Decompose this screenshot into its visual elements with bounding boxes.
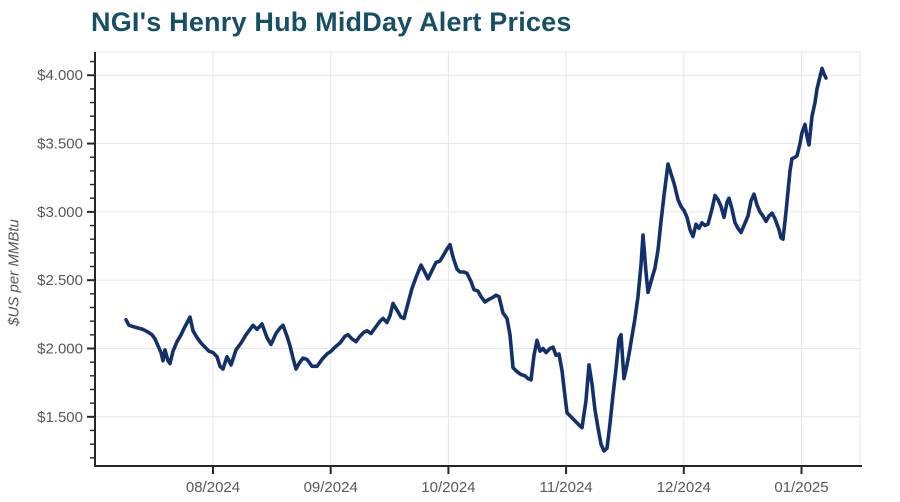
y-ticks (87, 60, 95, 459)
y-tick-labels: $1.500 $2.000 $2.500 $3.000 $3.500 $4.000 (37, 67, 83, 426)
x-tick-label: 01/2025 (774, 479, 828, 496)
y-tick-label: $2.500 (37, 272, 83, 289)
price-series-path (124, 66, 828, 453)
y-tick-label: $3.000 (37, 204, 83, 221)
chart-title: NGI's Henry Hub MidDay Alert Prices (91, 7, 572, 37)
x-tick-label: 11/2024 (540, 479, 593, 496)
y-tick-label: $1.500 (37, 409, 83, 426)
y-tick-label: $4.000 (37, 67, 83, 84)
x-tick-label: 09/2024 (304, 479, 358, 496)
x-tick-label: 10/2024 (421, 479, 475, 496)
y-tick-label: $3.500 (37, 136, 83, 153)
axes (94, 52, 862, 467)
y-axis-title: $US per MMBtu (5, 219, 23, 326)
x-ticks-and-labels: 08/2024 09/2024 10/2024 11/2024 12/2024 01/20… (186, 466, 829, 496)
y-tick-label: $2.000 (37, 340, 83, 357)
x-tick-label: 08/2024 (186, 479, 240, 496)
gridlines (95, 51, 861, 466)
x-tick-label: 12/2024 (657, 479, 711, 496)
